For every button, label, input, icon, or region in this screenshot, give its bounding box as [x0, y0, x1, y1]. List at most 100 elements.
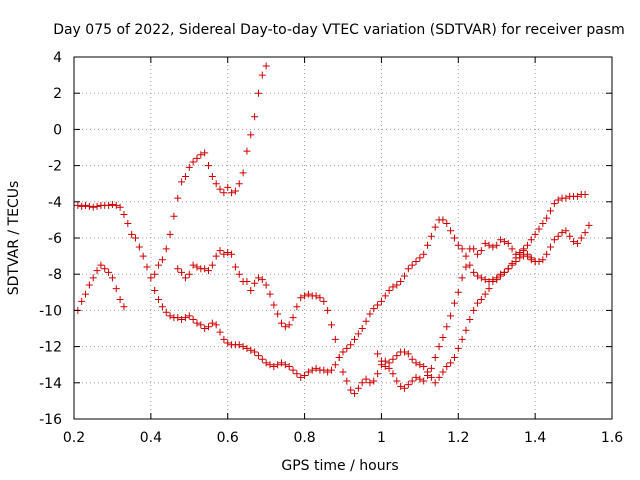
data-point — [208, 261, 216, 269]
data-point — [285, 321, 293, 329]
data-point — [454, 288, 462, 296]
data-point — [427, 232, 435, 240]
data-point — [389, 370, 397, 378]
data-point — [547, 243, 555, 251]
data-point — [531, 230, 539, 238]
data-point — [243, 277, 251, 285]
data-point — [178, 315, 186, 323]
data-point — [174, 194, 182, 202]
data-point — [262, 281, 270, 289]
data-point — [220, 250, 228, 258]
data-point — [474, 250, 481, 258]
x-tick-label: 0.2 — [63, 430, 85, 446]
data-point — [228, 189, 236, 197]
y-tick-label: -8 — [48, 267, 62, 283]
data-point — [527, 236, 535, 244]
data-point — [500, 238, 508, 246]
y-axis-label: SDTVAR / TECUs — [6, 181, 22, 296]
data-point — [131, 234, 139, 242]
data-point — [539, 220, 547, 228]
data-point — [166, 230, 174, 238]
data-point — [151, 286, 159, 294]
x-tick-labels: 0.2 0.4 0.6 0.8 1 1.2 1.4 1.6 — [63, 430, 623, 446]
data-point — [374, 370, 382, 378]
data-point — [93, 267, 101, 275]
data-point — [82, 290, 90, 298]
data-point — [343, 344, 351, 352]
data-point — [458, 335, 466, 343]
data-point — [143, 263, 151, 271]
data-point — [301, 292, 309, 300]
x-axis-label: GPS time / hours — [281, 458, 398, 474]
data-point — [520, 247, 528, 255]
data-point — [343, 377, 351, 385]
data-point — [235, 180, 243, 188]
data-point — [462, 263, 470, 271]
data-point — [470, 306, 478, 314]
data-point — [447, 312, 455, 320]
data-point — [431, 379, 439, 387]
data-point — [224, 183, 232, 191]
data-point — [443, 363, 451, 371]
data-point — [212, 180, 220, 188]
data-point — [393, 352, 401, 360]
data-point — [439, 368, 447, 376]
data-point — [477, 296, 485, 304]
data-point — [135, 243, 143, 251]
data-point — [408, 355, 416, 363]
data-point — [216, 185, 224, 193]
data-point — [400, 348, 408, 356]
data-point — [289, 366, 297, 374]
data-point — [535, 225, 543, 233]
data-point — [293, 370, 301, 378]
data-point — [416, 361, 424, 369]
y-tick-label: -16 — [39, 412, 62, 428]
data-point — [547, 207, 555, 215]
data-point — [108, 201, 116, 209]
data-point — [205, 267, 212, 275]
data-point — [181, 274, 189, 282]
data-point — [523, 241, 531, 249]
data-point — [320, 297, 328, 305]
data-point — [105, 268, 113, 276]
data-point — [247, 131, 255, 139]
data-point — [304, 368, 312, 376]
x-tick-label: 0.6 — [217, 430, 239, 446]
data-point — [105, 201, 113, 209]
data-point — [251, 348, 259, 356]
x-tick-label: 0.4 — [140, 430, 162, 446]
data-point — [220, 189, 228, 197]
data-point — [493, 276, 501, 284]
data-point — [243, 344, 251, 352]
data-point — [308, 366, 316, 374]
data-point — [385, 364, 393, 372]
data-point — [239, 343, 247, 351]
data-point — [420, 377, 428, 385]
data-point — [193, 154, 201, 162]
data-point — [178, 268, 186, 276]
data-point — [274, 361, 282, 369]
data-point — [443, 220, 451, 228]
data-point — [443, 323, 451, 331]
data-point — [297, 294, 305, 302]
data-point — [447, 227, 455, 235]
data-point — [158, 256, 166, 264]
data-point — [266, 290, 274, 298]
data-point — [258, 276, 266, 284]
data-point — [216, 328, 224, 336]
data-point — [258, 71, 266, 79]
y-tick-label: -14 — [39, 376, 62, 392]
data-point — [281, 361, 289, 369]
data-point — [231, 263, 239, 271]
data-point — [189, 315, 197, 323]
data-point — [358, 325, 366, 332]
data-point — [400, 384, 408, 392]
data-point — [400, 272, 408, 280]
data-point — [297, 373, 305, 381]
data-points — [74, 62, 593, 398]
y-tick-label: -4 — [48, 195, 62, 211]
data-point — [466, 315, 474, 323]
data-point — [543, 250, 551, 258]
data-point — [370, 377, 378, 385]
data-point — [439, 334, 447, 342]
